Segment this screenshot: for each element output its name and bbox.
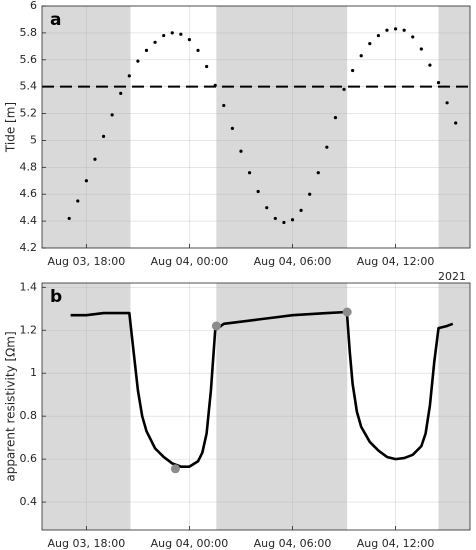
- tide-point: [445, 101, 449, 105]
- tide-point: [351, 68, 355, 73]
- tide-point: [76, 199, 80, 203]
- x-tick-label: Aug 04, 00:00: [151, 255, 229, 268]
- y-tick-label: 5.2: [20, 107, 38, 120]
- tide-point: [136, 59, 140, 63]
- tide-point: [368, 42, 372, 46]
- tide-point: [119, 91, 123, 95]
- tide-point: [127, 74, 131, 78]
- y-axis-title: apparent resistivity [Ωm]: [4, 331, 18, 481]
- tide-point: [402, 28, 406, 32]
- x-tick-label: Aug 03, 18:00: [48, 255, 126, 268]
- tide-point: [411, 35, 415, 39]
- resistivity-line: [70, 310, 454, 468]
- tide-point: [247, 171, 252, 175]
- x-tick-label: Aug 04, 06:00: [254, 537, 332, 550]
- shaded-span: [438, 6, 470, 248]
- x-tick-label: Aug 04, 06:00: [254, 255, 332, 268]
- tide-point: [436, 81, 441, 85]
- tide-point: [162, 33, 166, 38]
- tide-point: [187, 38, 192, 42]
- shaded-span: [216, 283, 348, 530]
- y-tick-label: 0.8: [20, 409, 38, 422]
- tide-point: [265, 206, 269, 210]
- y-tick-label: 6: [30, 0, 37, 12]
- tide-point: [84, 179, 88, 183]
- year-label: 2021: [438, 270, 466, 283]
- tide-point: [101, 134, 106, 139]
- tide-point: [333, 115, 338, 120]
- tide-point: [170, 31, 174, 35]
- x-tick-label: Aug 04, 12:00: [357, 255, 435, 268]
- tide-point: [196, 48, 200, 52]
- marker-point: [170, 464, 180, 474]
- tide-point: [428, 63, 432, 67]
- x-tick-label: Aug 04, 00:00: [151, 537, 229, 550]
- marker-point: [211, 321, 221, 331]
- tide-point: [273, 216, 277, 221]
- tide-point: [316, 171, 320, 175]
- shaded-span: [216, 6, 348, 248]
- y-tick-label: 0.6: [20, 452, 38, 465]
- tide-point: [359, 54, 363, 58]
- x-tick-label: Aug 03, 18:00: [48, 537, 126, 550]
- tide-point: [239, 149, 243, 153]
- y-tick-label: 5.8: [20, 26, 38, 39]
- tide-point: [290, 218, 295, 222]
- tide-point: [256, 189, 260, 194]
- tide-point: [342, 87, 346, 91]
- panel-label: a: [50, 10, 61, 30]
- y-tick-label: 5.4: [20, 80, 38, 93]
- tide-point: [230, 126, 234, 130]
- y-axis-title: Tide [m]: [4, 102, 18, 153]
- y-tick-label: 5.6: [20, 53, 38, 66]
- tide-point: [205, 64, 209, 69]
- axes-frame: [41, 282, 471, 531]
- y-tick-label: 1: [30, 366, 37, 379]
- tide-point: [93, 157, 97, 161]
- tide-point: [67, 216, 71, 221]
- y-tick-label: 4.6: [20, 187, 38, 200]
- x-tick-label: Aug 04, 12:00: [357, 537, 435, 550]
- tide-point: [393, 27, 398, 31]
- y-tick-label: 1.4: [20, 280, 38, 293]
- shaded-span: [438, 283, 470, 530]
- y-tick-label: 4.8: [20, 160, 38, 173]
- y-tick-label: 0.4: [20, 495, 38, 508]
- tide-point: [299, 208, 303, 212]
- tide-point: [144, 48, 149, 52]
- tide-point: [385, 28, 389, 32]
- marker-point: [342, 307, 352, 317]
- panel-label: b: [50, 287, 62, 307]
- tide-point: [419, 47, 423, 51]
- tide-point: [454, 121, 458, 125]
- y-tick-label: 5: [30, 133, 37, 146]
- tide-point: [308, 192, 312, 196]
- tide-point: [282, 220, 286, 225]
- tide-point: [153, 40, 157, 44]
- tide-point: [222, 103, 226, 108]
- y-tick-label: 4.2: [20, 241, 38, 254]
- tide-point: [110, 113, 114, 117]
- tide-point: [325, 145, 329, 149]
- tide-point: [376, 33, 380, 38]
- y-tick-label: 4.4: [20, 214, 38, 227]
- tide-point: [213, 83, 217, 87]
- y-tick-label: 1.2: [20, 323, 38, 336]
- axes-frame: [41, 5, 471, 249]
- tide-point: [179, 32, 183, 36]
